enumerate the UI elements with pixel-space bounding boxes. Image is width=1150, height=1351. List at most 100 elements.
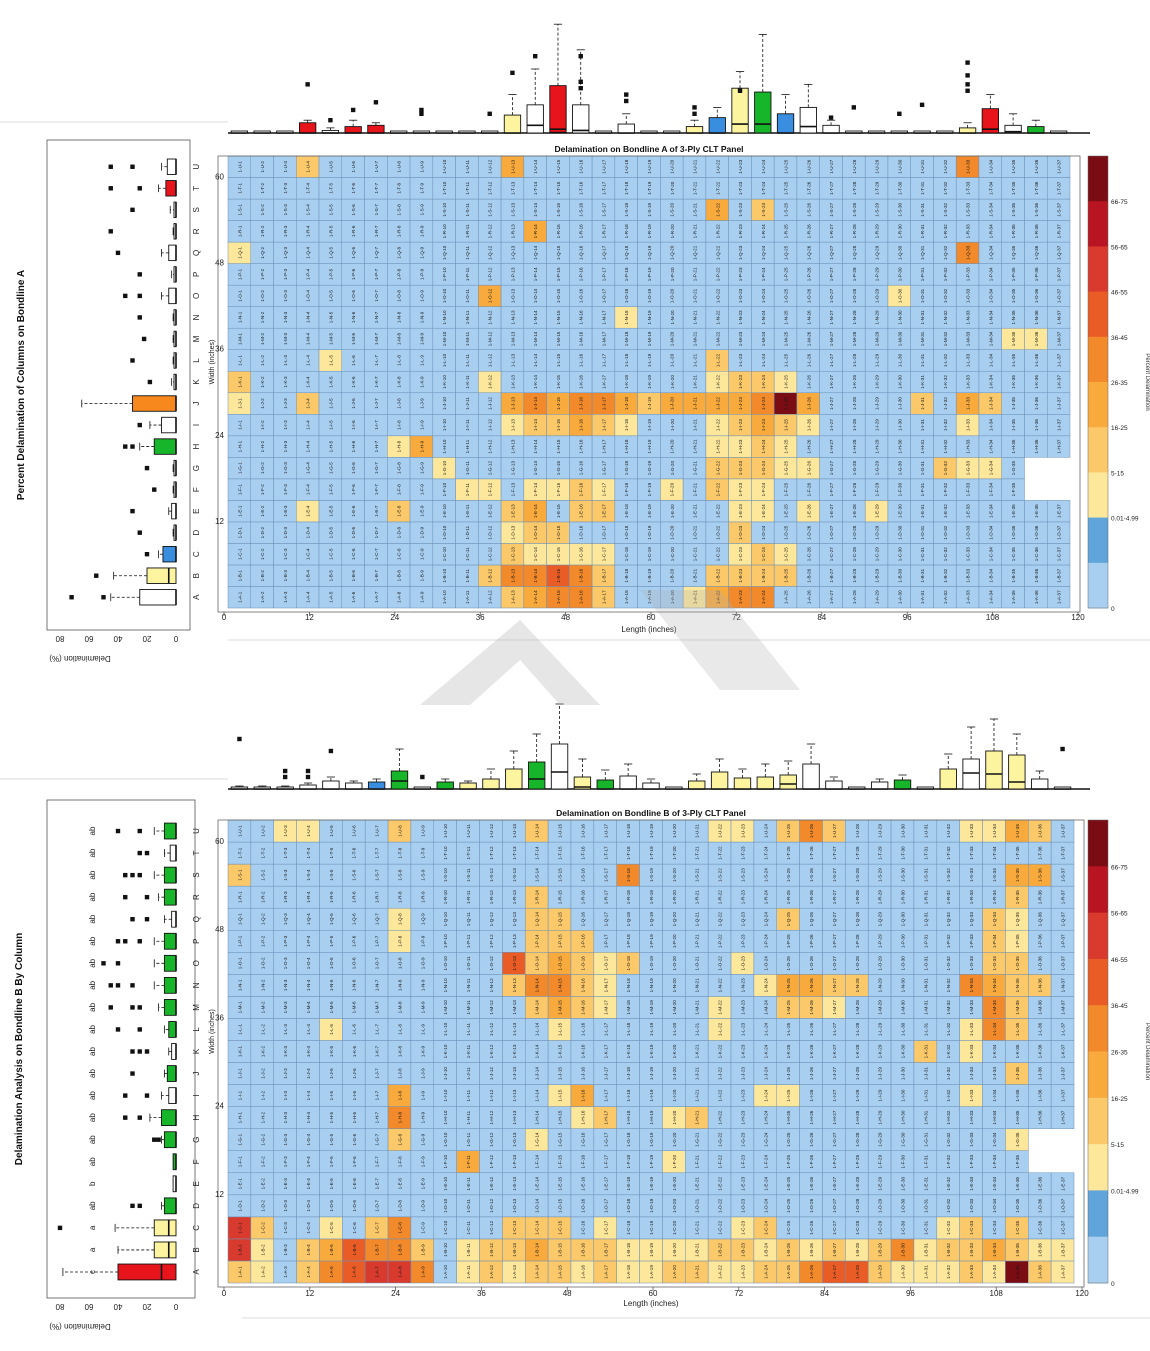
cell-label: 1-T-4 [306,182,311,193]
x-tick-label: 96 [903,613,912,622]
cell-label: 1-S-15 [556,202,561,216]
cell-label: 1-G-33 [969,1132,974,1147]
cell-label: 1-A-1 [237,591,242,603]
cell-label: 1-F-9 [419,484,424,495]
cell-label: 1-D-32 [943,525,948,539]
cell-label: 1-L-25 [786,1022,791,1036]
cell-label: 1-G-8 [397,462,402,474]
cell-label: 1-K-4 [306,1045,311,1057]
cell-label: 1-E-21 [693,504,698,518]
cell-label: 1-U-6 [352,825,357,837]
cell-label: 1-H-33 [969,1110,974,1124]
cell-label: 1-A-14 [535,1265,540,1279]
cell-label: 1-Q-29 [878,912,883,927]
cell-label: 1-E-14 [535,1176,540,1190]
cell-label: 1-L-2 [260,1024,265,1035]
box-outlier [965,60,970,65]
cell-label: 1-B-37 [1057,568,1062,582]
cell-label: 1-E-23 [740,1176,745,1190]
row-letter: D [192,1203,201,1209]
cell-label: 1-J-19 [647,397,652,410]
cell-label: 1-T-28 [855,846,860,860]
cell-label: 1-D-10 [443,1198,448,1212]
cell-label: 1-D-21 [695,1198,700,1212]
box [799,106,817,134]
colorbar-swatch [1088,820,1108,867]
row-box [162,545,177,563]
cell-label: 1-T-27 [829,181,834,195]
cell-label: 1-L-34 [988,353,993,367]
cell-label: 1-M-4 [306,333,311,345]
cell-label: 1-L-20 [672,1022,677,1036]
cell-label: 1-Q-23 [738,245,743,260]
cell-label: 1-D-31 [923,1198,928,1212]
cell-label: 1-G-22 [718,1132,723,1147]
cell-label: 1-D-11 [466,1199,471,1213]
cell-label: 1-H-2 [260,440,265,452]
cell-label: 1-E-20 [670,504,675,518]
row-letter: O [192,960,201,966]
cell-label: 1-U-32 [946,824,951,838]
cell-label: 1-Q-27 [829,245,834,260]
cell-label: 1-D-30 [901,1198,906,1212]
cell-label: 1-S-10 [443,868,448,882]
cell-label: 1-B-20 [670,568,675,582]
cell-label: 1-M-18 [626,1000,631,1015]
cell-label: 1-Q-37 [1061,912,1066,927]
cell-label: 1-J-12 [488,397,493,410]
cell-label: 1-I-2 [260,1090,265,1100]
cell-label: 1-E-20 [672,1176,677,1190]
row-outlier [137,1027,142,1032]
row-outlier [130,1203,135,1209]
cell-label: 1-O-23 [738,288,743,303]
cell-label: 1-S-13 [512,868,517,882]
cell-label: 1-O-6 [352,957,357,969]
cell-label: 1-P-2 [260,268,265,280]
cell-label: 1-I-35 [1015,1089,1020,1101]
cell-label: 1-T-7 [375,847,380,858]
cell-label: 1-P-37 [1061,934,1066,948]
colorbar-label: 0 [1111,1281,1115,1288]
cell-label: 1-N-36 [1038,978,1043,992]
cell-label: 1-N-26 [809,978,814,992]
cell-label: 1-P-16 [580,934,585,948]
cell-label: 1-S-6 [351,204,356,216]
row-outlier [101,595,106,600]
cell-label: 1-A-33 [969,1265,974,1279]
row-letter: Q [192,250,201,256]
cell-label: 1-I-34 [988,419,993,431]
cell-label: 1-O-32 [946,956,951,971]
cell-label: 1-K-33 [969,1044,974,1058]
cell-label: 1-U-26 [806,159,811,173]
cell-label: 1-D-26 [806,525,811,539]
row-box [168,287,177,305]
cell-label: 1-A-3 [283,1266,288,1278]
cell-label: 1-R-20 [672,890,677,904]
cell-label: 1-N-34 [992,978,997,992]
cell-label: 1-B-30 [901,1243,906,1257]
cell-label: 1-I-32 [946,1089,951,1101]
cell-label: 1-Q-20 [670,245,675,260]
cell-label: 1-O-36 [1038,956,1043,971]
cell-label: 1-U-7 [375,825,380,837]
significance-group: ab [88,1091,97,1100]
cell-label: 1-P-29 [878,934,883,948]
cell-label: 1-L-31 [920,353,925,367]
cell-label: 1-E-3 [283,505,288,517]
cell-label: 1-E-1 [237,505,242,517]
cell-label: 1-K-17 [601,375,606,389]
cell-label: 1-C-13 [510,547,515,561]
cell-label: 1-C-20 [672,1220,677,1234]
box [822,124,840,134]
box-outlier [692,111,697,116]
cell-label: 1-M-2 [260,1001,265,1013]
cell-label: 1-S-6 [352,869,357,881]
cell-label: 1-U-37 [1061,824,1066,838]
cell-label: 1-U-29 [878,824,883,838]
cell-label: 1-B-6 [352,1244,357,1256]
cell-label: 1-N-33 [966,310,971,324]
cell-label: 1-O-21 [695,956,700,971]
cell-label: 1-A-35 [1015,1265,1020,1279]
cell-label: 1-N-26 [806,310,811,324]
cell-label: 1-E-30 [897,504,902,518]
